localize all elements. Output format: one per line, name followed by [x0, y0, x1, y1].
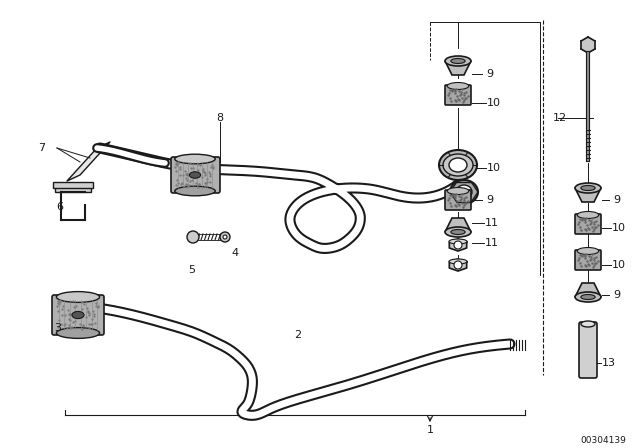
Text: 11: 11 — [485, 218, 499, 228]
Ellipse shape — [581, 321, 595, 327]
Ellipse shape — [451, 59, 465, 64]
Ellipse shape — [456, 185, 472, 199]
Polygon shape — [449, 259, 467, 271]
FancyBboxPatch shape — [52, 295, 104, 335]
Ellipse shape — [175, 186, 215, 196]
Circle shape — [454, 261, 462, 269]
Polygon shape — [449, 239, 467, 251]
Text: 13: 13 — [602, 358, 616, 368]
Polygon shape — [445, 61, 471, 75]
FancyBboxPatch shape — [579, 322, 597, 378]
Text: 2: 2 — [294, 330, 301, 340]
Ellipse shape — [439, 150, 477, 180]
Text: 10: 10 — [612, 223, 626, 233]
Polygon shape — [581, 37, 595, 53]
Text: 8: 8 — [216, 113, 223, 123]
Polygon shape — [55, 186, 91, 192]
Text: 4: 4 — [232, 248, 239, 258]
Ellipse shape — [449, 259, 467, 264]
Ellipse shape — [447, 82, 468, 90]
Text: 6: 6 — [56, 202, 63, 212]
Polygon shape — [67, 142, 110, 181]
Ellipse shape — [449, 239, 467, 244]
Text: 00304139: 00304139 — [580, 435, 626, 444]
FancyBboxPatch shape — [171, 157, 220, 193]
Ellipse shape — [447, 188, 468, 194]
Text: 10: 10 — [487, 163, 501, 173]
Ellipse shape — [445, 227, 471, 237]
Text: 9: 9 — [486, 195, 493, 205]
Text: 9: 9 — [613, 290, 621, 300]
Ellipse shape — [577, 211, 599, 219]
Text: 9: 9 — [486, 69, 493, 79]
Ellipse shape — [450, 180, 478, 204]
Ellipse shape — [451, 229, 465, 234]
Ellipse shape — [575, 183, 601, 193]
Ellipse shape — [581, 294, 595, 300]
Text: 9: 9 — [613, 195, 621, 205]
Ellipse shape — [581, 185, 595, 190]
Ellipse shape — [443, 154, 473, 176]
Ellipse shape — [56, 292, 100, 302]
Text: 5: 5 — [189, 265, 195, 275]
Ellipse shape — [575, 292, 601, 302]
Text: 7: 7 — [38, 143, 45, 153]
Polygon shape — [575, 188, 601, 202]
Ellipse shape — [445, 56, 471, 66]
Ellipse shape — [175, 154, 215, 164]
FancyBboxPatch shape — [445, 85, 471, 105]
Circle shape — [220, 232, 230, 242]
Ellipse shape — [449, 158, 467, 172]
Text: 10: 10 — [487, 98, 501, 108]
Ellipse shape — [72, 311, 84, 319]
Text: 10: 10 — [612, 260, 626, 270]
Text: 11: 11 — [485, 238, 499, 248]
Text: 1: 1 — [426, 425, 433, 435]
Polygon shape — [575, 283, 601, 297]
Polygon shape — [445, 218, 471, 232]
Circle shape — [454, 241, 462, 249]
Polygon shape — [53, 182, 93, 188]
Circle shape — [187, 231, 199, 243]
Ellipse shape — [577, 247, 599, 254]
Ellipse shape — [56, 327, 100, 338]
FancyBboxPatch shape — [575, 250, 601, 270]
FancyBboxPatch shape — [445, 190, 471, 210]
Circle shape — [223, 235, 227, 239]
Ellipse shape — [189, 172, 200, 178]
Text: 12: 12 — [553, 113, 567, 123]
FancyBboxPatch shape — [575, 214, 601, 234]
Text: 3: 3 — [54, 323, 61, 333]
